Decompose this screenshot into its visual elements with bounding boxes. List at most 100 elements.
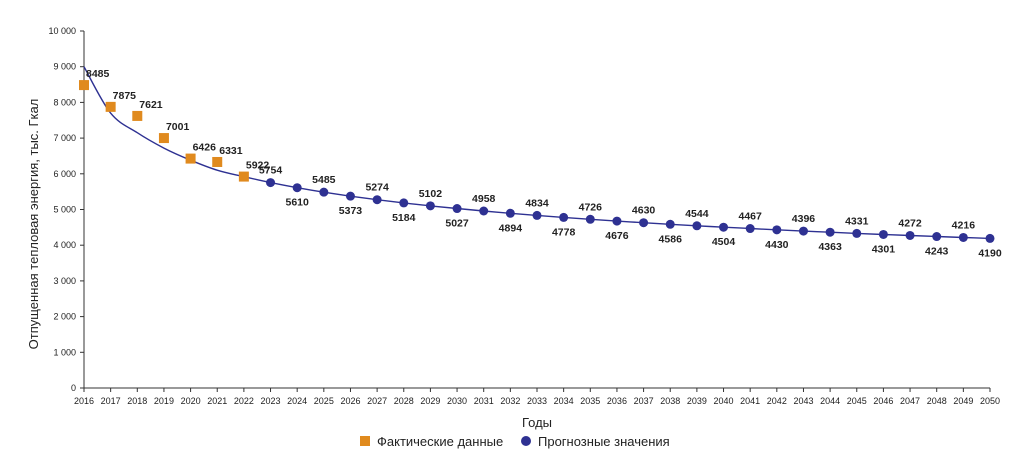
data-label: 4834 [525, 197, 549, 209]
data-label: 4216 [952, 219, 976, 231]
actual-data-point [238, 171, 249, 182]
x-tick-label: 2048 [927, 396, 947, 406]
actual-data-point [158, 133, 169, 144]
forecast-data-point [798, 226, 808, 236]
data-label: 4331 [845, 215, 869, 227]
x-tick-label: 2025 [314, 396, 334, 406]
x-tick-layer: 2016 2017 2018 2019 2020 2021 2022 2023 2024 2025… [74, 388, 1000, 406]
forecast-data-point [319, 187, 329, 197]
x-tick-label: 2047 [900, 396, 920, 406]
data-label: 4504 [712, 236, 736, 248]
forecast-data-point [345, 191, 355, 201]
data-label: 4363 [818, 241, 842, 253]
actual-data-point [105, 101, 116, 112]
forecast-data-point [825, 227, 835, 237]
x-tick-label: 2041 [740, 396, 760, 406]
x-tick-label: 2044 [820, 396, 840, 406]
forecast-data-point [585, 214, 595, 224]
data-label: 4778 [552, 226, 576, 238]
data-label: 5102 [419, 188, 443, 200]
data-label: 4190 [978, 247, 1002, 259]
x-tick-label: 2028 [394, 396, 414, 406]
x-tick-label: 2018 [127, 396, 147, 406]
forecast-data-point [905, 230, 915, 240]
actual-data-point [79, 80, 89, 91]
y-tick-layer: 0 1 000 2 000 3 000 4 000 5 000 6 000 7 000 8 00… [48, 26, 84, 393]
data-label: 4243 [925, 246, 949, 258]
forecast-data-point [745, 224, 755, 234]
y-tick-label: 3 000 [53, 276, 76, 286]
data-label: 5274 [365, 182, 389, 194]
x-tick-label: 2039 [687, 396, 707, 406]
actual-data-point [212, 156, 223, 167]
y-tick-label: 4 000 [53, 240, 76, 250]
data-label: 4544 [685, 208, 709, 220]
forecast-data-point [639, 218, 649, 228]
forecast-data-point [985, 233, 995, 243]
data-label: 8485 [86, 68, 110, 80]
forecast-data-point [292, 183, 302, 193]
data-label: 7875 [113, 90, 137, 102]
y-tick-label: 10 000 [48, 26, 76, 36]
x-tick-label: 2040 [714, 396, 734, 406]
y-tick-label: 8 000 [53, 97, 76, 107]
data-label: 7621 [139, 99, 163, 111]
y-tick-label: 1 000 [53, 347, 76, 357]
forecast-data-point [612, 216, 622, 226]
x-tick-label: 2022 [234, 396, 254, 406]
axes-layer [83, 31, 990, 389]
data-label: 5184 [392, 212, 416, 224]
x-tick-label: 2043 [793, 396, 813, 406]
x-tick-label: 2050 [980, 396, 1000, 406]
data-label: 4958 [472, 193, 496, 205]
data-label: 4586 [659, 233, 683, 245]
data-label: 5373 [339, 205, 363, 217]
x-tick-label: 2030 [447, 396, 467, 406]
x-tick-label: 2046 [873, 396, 893, 406]
x-tick-label: 2020 [181, 396, 201, 406]
data-label: 4630 [632, 205, 656, 217]
data-label: 4726 [579, 201, 603, 213]
data-label: 4396 [792, 213, 816, 225]
x-axis-title: Годы [522, 415, 552, 430]
forecast-data-point [399, 198, 409, 208]
forecast-data-point [852, 228, 862, 238]
data-label: 4894 [499, 222, 523, 234]
legend-label-actual: Фактические данные [377, 434, 503, 449]
x-tick-label: 2042 [767, 396, 787, 406]
forecast-data-point [505, 208, 515, 218]
x-tick-label: 2032 [500, 396, 520, 406]
y-tick-label: 7 000 [53, 133, 76, 143]
x-tick-label: 2035 [580, 396, 600, 406]
marker-layer [79, 80, 995, 243]
legend: Фактические данные Прогнозные значения [360, 434, 670, 449]
legend-label-forecast: Прогнозные значения [538, 434, 670, 449]
x-tick-label: 2021 [207, 396, 227, 406]
x-tick-label: 2027 [367, 396, 387, 406]
x-tick-label: 2034 [554, 396, 574, 406]
y-tick-label: 6 000 [53, 169, 76, 179]
actual-data-point [132, 110, 143, 121]
actual-data-point [185, 153, 196, 164]
data-label: 4676 [605, 230, 629, 242]
x-tick-label: 2038 [660, 396, 680, 406]
x-tick-label: 2049 [953, 396, 973, 406]
data-label: 5027 [445, 218, 469, 230]
forecast-data-point [266, 178, 276, 188]
forecast-data-point [958, 232, 968, 242]
forecast-data-point [559, 212, 569, 222]
x-tick-label: 2019 [154, 396, 174, 406]
x-tick-label: 2037 [634, 396, 654, 406]
data-label: 4467 [738, 211, 762, 223]
data-label: 5610 [285, 197, 309, 209]
forecast-data-point [532, 210, 542, 220]
x-tick-label: 2016 [74, 396, 94, 406]
forecast-data-point [665, 219, 675, 229]
x-tick-label: 2031 [474, 396, 494, 406]
x-tick-label: 2026 [340, 396, 360, 406]
y-tick-label: 2 000 [53, 312, 76, 322]
forecast-data-point [425, 201, 435, 211]
